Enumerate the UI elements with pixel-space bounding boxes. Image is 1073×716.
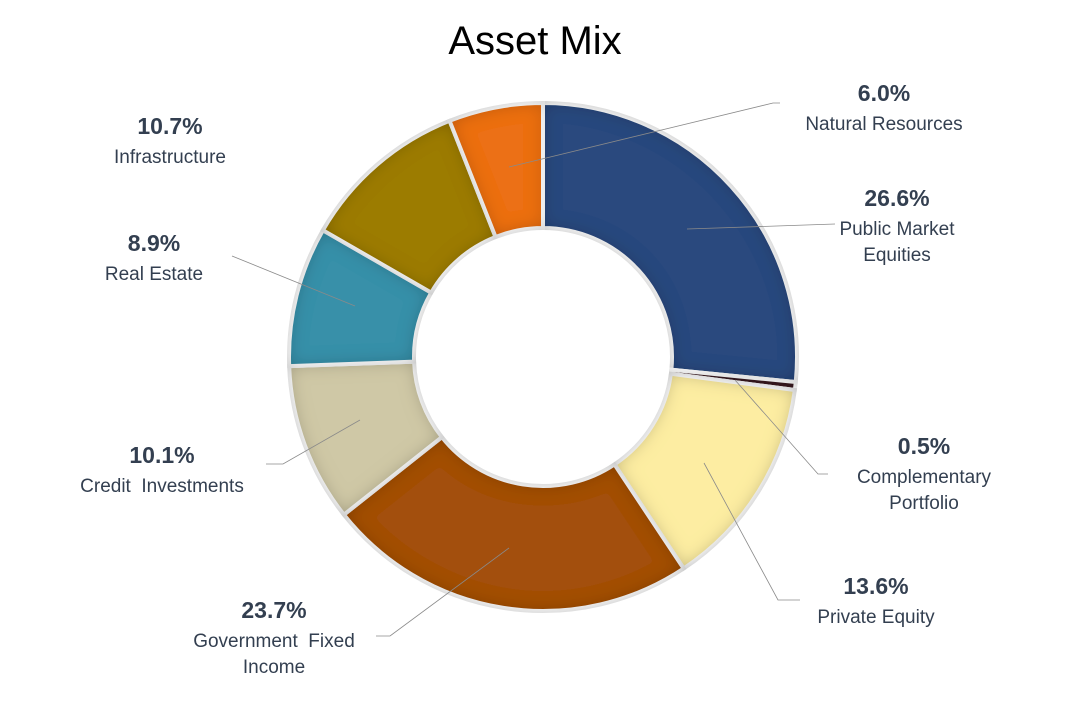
- slice-government-fixed-income: [341, 434, 687, 613]
- data-label-category: Complementary: [857, 467, 992, 488]
- chart-title: Asset Mix: [448, 19, 621, 63]
- leader-line: [508, 102, 780, 168]
- data-label-category: Private Equity: [817, 607, 935, 628]
- leader-line: [376, 547, 510, 637]
- data-label-value: 6.0%: [858, 80, 910, 106]
- data-label-category: Income: [243, 657, 305, 678]
- data-label-category: Infrastructure: [114, 147, 226, 168]
- data-label-value: 23.7%: [241, 597, 306, 623]
- data-label-value: 13.6%: [843, 573, 908, 599]
- leader-line: [703, 462, 800, 601]
- data-label-category: Natural Resources: [805, 114, 962, 135]
- data-label-category: Equities: [863, 245, 931, 266]
- leader-line: [734, 379, 828, 475]
- data-label-value: 8.9%: [128, 230, 180, 256]
- data-label-category: Public Market: [839, 219, 955, 240]
- data-label-category: Credit Investments: [80, 476, 244, 497]
- data-label-value: 10.7%: [137, 113, 202, 139]
- slice-private-equity: [611, 371, 798, 572]
- data-label-category: Real Estate: [105, 264, 203, 285]
- slice-natural-resources: [446, 100, 545, 240]
- data-label-value: 0.5%: [898, 433, 950, 459]
- data-label-value: 10.1%: [129, 442, 194, 468]
- leader-line: [231, 255, 356, 307]
- leader-line: [266, 419, 361, 465]
- leader-line: [686, 223, 836, 230]
- slice-public-market-equities: [541, 100, 799, 385]
- data-label-category: Government Fixed: [193, 631, 355, 652]
- data-label-category: Portfolio: [889, 493, 959, 514]
- data-label-value: 26.6%: [864, 185, 929, 211]
